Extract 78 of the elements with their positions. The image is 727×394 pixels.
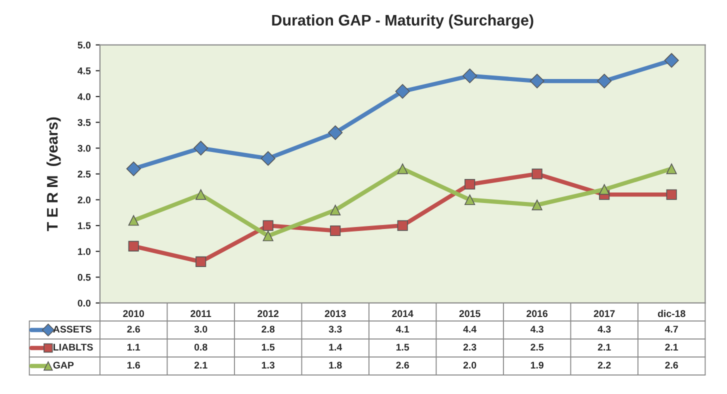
y-tick-label: 2.5 xyxy=(78,170,91,178)
x-tick-label: dic-18 xyxy=(658,310,686,318)
point xyxy=(599,184,610,195)
data-label: 0.8 xyxy=(194,344,208,351)
point xyxy=(126,161,141,176)
legend-label: GAP xyxy=(53,362,74,369)
y-tick-label: 2.0 xyxy=(78,196,91,204)
data-label: 4.7 xyxy=(664,326,678,333)
data-label: 2.0 xyxy=(463,362,476,369)
y-tick-label: 4.5 xyxy=(78,68,91,74)
x-tick-label: 2017 xyxy=(594,310,615,318)
data-label: 1.5 xyxy=(262,344,275,351)
data-label: 2.6 xyxy=(127,326,140,333)
x-tick-label: 2010 xyxy=(123,310,144,318)
x-tick-label: 2011 xyxy=(190,310,212,318)
point xyxy=(464,194,476,206)
data-label: 2.1 xyxy=(194,362,208,369)
data-label: 2.5 xyxy=(530,344,544,351)
y-tick-label: 0.0 xyxy=(78,300,91,307)
data-label: 4.3 xyxy=(598,326,611,333)
point xyxy=(532,200,542,210)
y-tick-label: 1.0 xyxy=(78,248,91,255)
data-label: 1.9 xyxy=(530,362,544,369)
data-label: 2.8 xyxy=(262,326,275,333)
x-tick-label: 2012 xyxy=(258,310,279,318)
point xyxy=(196,189,206,200)
point xyxy=(262,230,274,242)
y-tick-label: 0.5 xyxy=(78,274,91,281)
data-label: 1.6 xyxy=(127,362,140,369)
point xyxy=(666,164,677,174)
data-label: 3.0 xyxy=(194,326,208,333)
y-tick-label: 5.0 xyxy=(78,42,91,49)
y-tick-label: 3.5 xyxy=(78,119,91,126)
data-label: 2.1 xyxy=(598,344,611,351)
point xyxy=(196,256,206,267)
point xyxy=(330,225,341,236)
data-label: 4.1 xyxy=(396,326,410,333)
point xyxy=(597,74,612,88)
legend-label: LIABLTS xyxy=(54,344,93,351)
data-label: 1.1 xyxy=(127,344,140,351)
data-label: 1.8 xyxy=(329,362,342,369)
point xyxy=(194,140,208,156)
point xyxy=(128,240,139,252)
point xyxy=(397,164,408,174)
data-label: 1.5 xyxy=(396,344,410,351)
x-tick-label: 2016 xyxy=(526,310,548,318)
point xyxy=(397,220,408,231)
data-label: 2.1 xyxy=(665,344,678,351)
data-label: 3.3 xyxy=(328,326,342,333)
point xyxy=(530,74,544,88)
y-axis-title: T E R M (years) xyxy=(46,117,61,232)
point xyxy=(532,168,542,180)
data-label: 4.3 xyxy=(530,326,544,333)
point xyxy=(395,84,410,99)
point xyxy=(462,68,478,84)
y-tick-label: 1.5 xyxy=(78,222,91,230)
point xyxy=(328,125,343,140)
point xyxy=(664,53,679,68)
data-label: 1.4 xyxy=(329,344,342,351)
data-label: 4.4 xyxy=(463,326,477,333)
data-label: 2.3 xyxy=(463,344,476,351)
x-tick-label: 2015 xyxy=(459,310,480,318)
chart-title: Duration GAP - Maturity (Surcharge) xyxy=(272,14,534,29)
y-tick-label: 3.0 xyxy=(78,144,91,152)
data-label: 1.3 xyxy=(262,362,274,369)
data-label: 2.6 xyxy=(665,362,678,369)
legend-label: ASSETS xyxy=(53,326,92,333)
y-tick-label: 4.0 xyxy=(78,93,91,100)
point xyxy=(262,220,274,231)
data-label: 2.6 xyxy=(396,362,409,369)
point xyxy=(464,178,476,190)
point xyxy=(666,189,677,200)
point xyxy=(128,215,139,226)
data-label: 2.2 xyxy=(598,362,611,369)
point xyxy=(330,204,341,216)
point xyxy=(260,151,276,166)
x-tick-label: 2014 xyxy=(392,310,414,318)
x-tick-label: 2013 xyxy=(324,310,346,318)
